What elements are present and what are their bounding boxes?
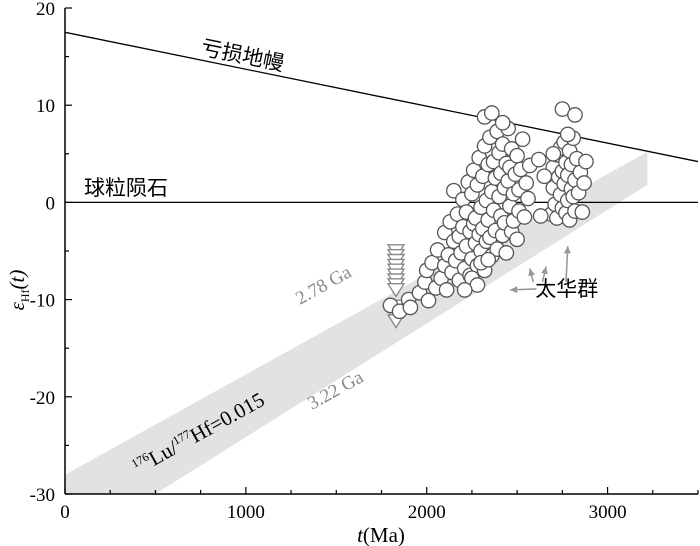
data-point: [554, 101, 571, 117]
taihua-group-label: 太华群: [535, 277, 598, 301]
data-point: [559, 126, 576, 143]
data-point: [509, 147, 525, 164]
arrow-head: [563, 246, 571, 254]
y-tick-label: -30: [30, 485, 55, 506]
data-point: [456, 282, 473, 298]
x-tick-label: 2000: [408, 502, 446, 523]
y-tick-label: 0: [46, 193, 56, 214]
data-point: [518, 175, 535, 191]
data-point: [576, 175, 592, 191]
data-point: [480, 251, 497, 268]
data-point: [530, 151, 547, 168]
y-tick-label: -20: [30, 388, 55, 409]
arrows: [509, 246, 571, 294]
data-point: [420, 292, 437, 309]
data-point: [516, 209, 533, 225]
arrow-head: [528, 268, 535, 277]
markers: [382, 101, 594, 329]
x-axis-label-unit: (Ma): [363, 523, 405, 546]
data-point: [545, 145, 562, 162]
y-tick-label: 20: [36, 0, 55, 20]
axes: [64, 7, 699, 495]
y-axis-label-sub: Hf: [18, 289, 32, 302]
data-point: [483, 105, 500, 121]
data-point: [494, 114, 511, 131]
depleted-mantle-label: 亏损地幔: [199, 35, 286, 75]
x-axis-label: t(Ma): [357, 523, 405, 546]
reference-lines: [65, 31, 698, 204]
chondrite-label: 球粒陨石: [84, 176, 168, 200]
y-tick-label: -10: [30, 291, 55, 312]
data-point: [498, 245, 515, 261]
depleted-mantle-line: [65, 31, 698, 163]
data-point: [514, 131, 531, 148]
x-tick-label: 0: [60, 502, 70, 523]
data-point: [578, 153, 594, 170]
data-point: [574, 204, 591, 220]
data-point: [532, 208, 549, 224]
y-axis-label: εHf(t): [5, 270, 32, 311]
arrow-head: [509, 286, 518, 294]
y-axis-label-arg: (t): [5, 270, 29, 290]
band-upper-label: 2.78 Ga: [292, 262, 355, 310]
y-tick-label: 10: [36, 96, 55, 117]
triangle-point: [386, 283, 406, 298]
arrow-head: [541, 266, 548, 275]
data-point: [567, 107, 583, 123]
x-tick-label: 3000: [589, 502, 627, 523]
x-axis-label-var: t: [357, 523, 364, 546]
data-point: [402, 299, 419, 316]
data-point: [509, 231, 525, 248]
x-tick-label: 1000: [227, 502, 265, 523]
data-point: [438, 282, 455, 298]
data-point: [520, 190, 536, 207]
y-axis-label-symbol: ε: [5, 301, 29, 310]
data-point: [536, 168, 553, 185]
